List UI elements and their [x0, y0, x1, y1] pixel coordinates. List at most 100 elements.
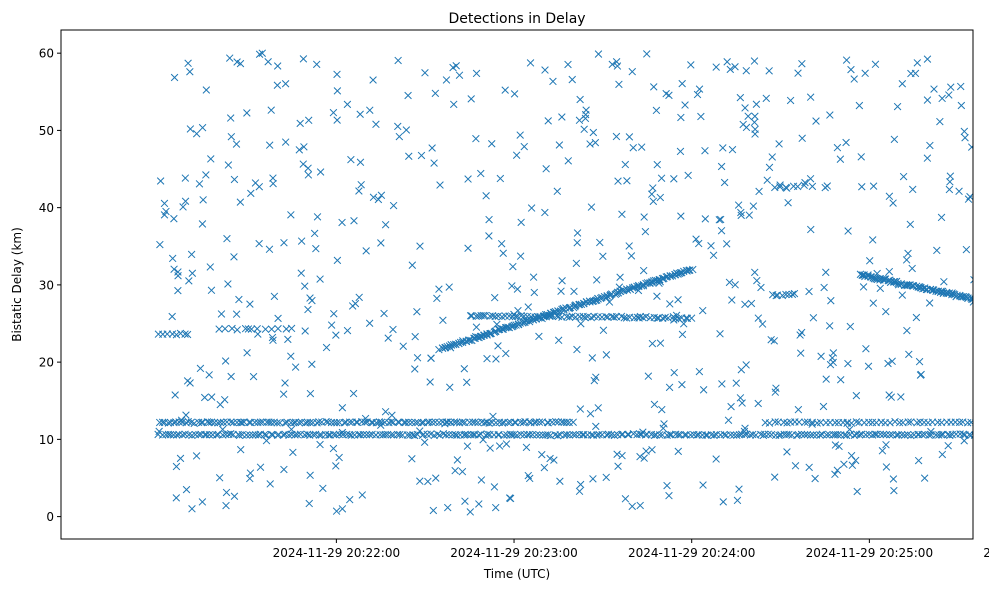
- detection-point: [280, 238, 288, 247]
- detection-point: [466, 336, 474, 344]
- detection-point: [852, 418, 861, 426]
- detection-point: [172, 330, 181, 339]
- detection-point: [801, 178, 809, 187]
- detection-point: [589, 475, 597, 483]
- detection-point: [299, 160, 308, 168]
- detection-point: [485, 232, 493, 240]
- detection-point: [160, 199, 169, 208]
- detection-point: [216, 400, 225, 409]
- detection-point: [171, 418, 180, 426]
- detection-point: [885, 192, 894, 201]
- detection-point: [415, 427, 424, 435]
- detection-point: [836, 375, 845, 384]
- detection-point: [985, 432, 989, 439]
- detection-point: [737, 208, 745, 217]
- detection-point: [739, 120, 747, 129]
- detection-point: [170, 73, 179, 82]
- detection-point: [316, 275, 324, 283]
- detection-point: [594, 50, 603, 58]
- detection-point: [347, 431, 356, 439]
- detection-point: [576, 405, 585, 413]
- detection-point: [356, 110, 364, 119]
- detection-point: [889, 278, 898, 286]
- detection-point: [795, 418, 803, 426]
- detection-point: [177, 416, 186, 424]
- detection-point: [482, 192, 490, 200]
- detection-point: [926, 141, 934, 150]
- detection-point: [564, 60, 572, 69]
- detection-point: [484, 430, 492, 439]
- detection-point: [221, 324, 229, 333]
- detection-point: [900, 431, 909, 439]
- detection-point: [191, 430, 200, 439]
- detection-point: [182, 411, 190, 419]
- detection-point: [908, 264, 916, 273]
- detection-point: [800, 430, 809, 439]
- detection-point: [510, 90, 519, 98]
- detection-point: [677, 212, 685, 220]
- detection-point: [960, 127, 969, 136]
- detection-point: [166, 430, 175, 439]
- detection-point: [622, 314, 631, 322]
- detection-point: [701, 215, 710, 223]
- detection-point: [303, 430, 312, 439]
- detection-point: [181, 174, 190, 182]
- detection-point: [477, 311, 485, 320]
- detection-point: [889, 475, 898, 483]
- detection-point: [753, 276, 761, 285]
- detection-point: [635, 314, 643, 322]
- detection-point: [185, 431, 193, 439]
- detection-point: [401, 418, 410, 427]
- detection-point: [980, 469, 987, 476]
- detection-point: [786, 96, 795, 105]
- detection-point: [955, 187, 963, 196]
- detection-point: [332, 431, 340, 439]
- detection-point: [261, 325, 270, 333]
- y-axis-label: Bistatic Delay (km): [10, 227, 24, 342]
- detection-point: [678, 380, 686, 389]
- detection-point: [168, 312, 176, 321]
- detection-point: [586, 409, 595, 418]
- detection-point: [207, 155, 215, 163]
- detection-point: [715, 216, 724, 224]
- detection-point: [776, 181, 784, 189]
- detection-point: [678, 79, 686, 88]
- detection-point: [389, 201, 398, 210]
- detection-point: [731, 62, 739, 71]
- detection-point: [653, 160, 662, 169]
- detection-point: [964, 195, 973, 203]
- detection-point: [985, 409, 989, 416]
- detection-point: [728, 145, 737, 154]
- detection-point: [447, 418, 455, 426]
- detection-point: [356, 431, 365, 439]
- detection-point: [717, 226, 726, 235]
- detection-point: [764, 430, 773, 438]
- detection-point: [899, 172, 908, 181]
- detection-point: [176, 454, 185, 463]
- detection-point: [516, 131, 524, 139]
- detection-point: [897, 393, 905, 401]
- detection-point: [741, 424, 749, 432]
- y-tick-label: 10: [39, 433, 54, 447]
- detection-point: [784, 198, 792, 207]
- detection-point: [666, 430, 674, 439]
- detection-point: [232, 140, 241, 148]
- detection-point: [681, 101, 689, 109]
- detection-point: [316, 168, 325, 176]
- detection-point: [882, 463, 891, 471]
- detection-point: [752, 100, 761, 108]
- detection-point: [238, 418, 246, 427]
- detection-point: [888, 357, 896, 366]
- detection-point: [970, 275, 973, 284]
- detection-point: [535, 431, 544, 439]
- detection-point: [729, 431, 738, 439]
- detection-point: [520, 142, 529, 151]
- detection-point: [408, 418, 416, 427]
- detection-point: [599, 252, 607, 261]
- detection-point: [569, 418, 577, 426]
- detection-point: [864, 362, 873, 371]
- detection-point: [737, 365, 746, 374]
- detection-point: [967, 418, 973, 427]
- detection-point: [800, 181, 808, 190]
- detection-point: [526, 59, 535, 67]
